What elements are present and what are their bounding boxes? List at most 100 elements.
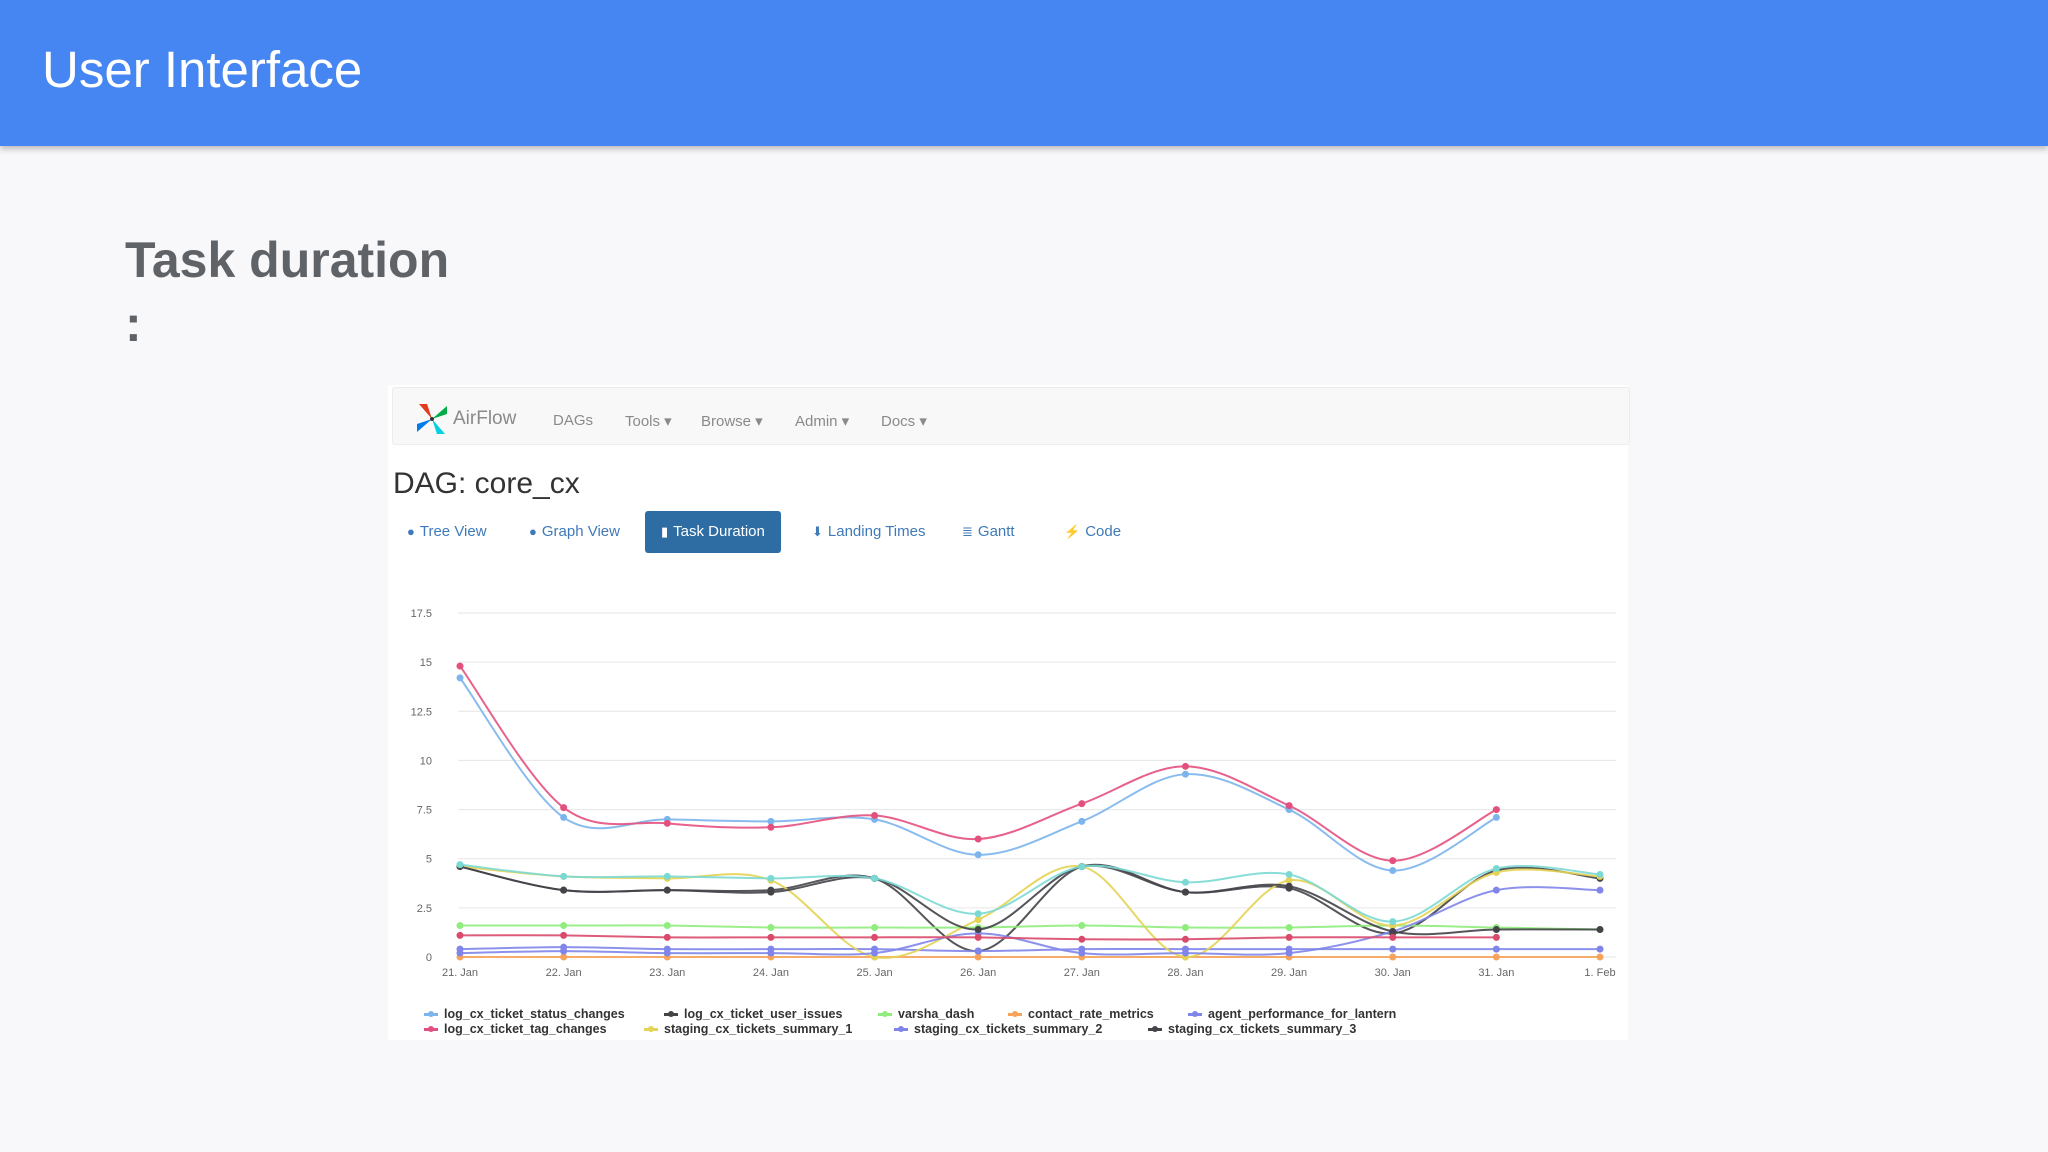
data-point	[1078, 800, 1086, 808]
legend-item[interactable]: staging_cx_tickets_summary_1	[644, 1022, 852, 1036]
nav-dags[interactable]: DAGs	[553, 412, 594, 429]
legend-label: contact_rate_metrics	[1028, 1007, 1154, 1021]
data-point	[767, 924, 775, 932]
data-point	[1181, 888, 1189, 896]
tab-task-duration[interactable]: ▮ Task Duration	[645, 511, 781, 553]
slide-header: User Interface	[0, 0, 2048, 146]
data-point	[1389, 953, 1397, 961]
data-point	[663, 819, 671, 827]
airflow-navbar: AirFlow DAGs Tools ▾ Browse ▾ Admin ▾ Do…	[392, 387, 1630, 445]
data-point	[560, 931, 568, 939]
data-point	[560, 922, 568, 930]
data-point	[663, 933, 671, 941]
data-point	[1181, 878, 1189, 886]
legend-swatch	[424, 1026, 438, 1033]
data-point	[1389, 918, 1397, 926]
x-tick-label: 1. Feb	[1584, 967, 1615, 979]
data-point	[1285, 876, 1293, 884]
legend-label: log_cx_ticket_tag_changes	[444, 1022, 607, 1036]
legend-item[interactable]: log_cx_ticket_user_issues	[664, 1007, 842, 1021]
legend-swatch	[894, 1026, 908, 1033]
dag-title: DAG: core_cx	[393, 467, 580, 500]
data-point	[871, 933, 879, 941]
x-tick-label: 23. Jan	[649, 967, 685, 979]
series-line	[459, 946, 1600, 953]
legend-item[interactable]: varsha_dash	[878, 1007, 974, 1021]
legend-item[interactable]: log_cx_ticket_tag_changes	[424, 1022, 607, 1036]
data-point	[1492, 813, 1500, 821]
legend-label: agent_performance_for_lantern	[1208, 1007, 1397, 1021]
nav-docs[interactable]: Docs ▾	[881, 413, 927, 430]
data-point	[767, 874, 775, 882]
data-point	[1596, 886, 1604, 894]
data-point	[1285, 924, 1293, 932]
legend-label: varsha_dash	[898, 1007, 975, 1021]
data-point	[1389, 867, 1397, 875]
data-point	[871, 949, 879, 957]
data-point	[1285, 882, 1293, 890]
nav-admin[interactable]: Admin ▾	[795, 413, 850, 430]
legend-item[interactable]: log_cx_ticket_status_changes	[424, 1007, 625, 1021]
data-point	[456, 674, 464, 682]
data-point	[1596, 953, 1604, 961]
airflow-screenshot: AirFlow DAGs Tools ▾ Browse ▾ Admin ▾ Do…	[388, 385, 1630, 1040]
series-line	[459, 886, 1601, 956]
y-tick-label: 10	[420, 755, 432, 767]
data-point	[1389, 945, 1397, 953]
y-tick-label: 5	[426, 854, 432, 866]
y-tick-label: 12.5	[411, 706, 432, 718]
data-point	[456, 949, 464, 957]
data-point	[560, 886, 568, 894]
data-point	[1492, 886, 1500, 894]
x-tick-label: 24. Jan	[753, 967, 789, 979]
data-point	[1389, 933, 1397, 941]
data-point	[1078, 949, 1086, 957]
legend-item[interactable]: staging_cx_tickets_summary_3	[1148, 1022, 1356, 1036]
data-point	[974, 953, 982, 961]
legend-label: staging_cx_tickets_summary_1	[664, 1022, 853, 1036]
legend-swatch	[424, 1011, 438, 1018]
legend-item[interactable]: contact_rate_metrics	[1008, 1007, 1154, 1021]
legend-item[interactable]: staging_cx_tickets_summary_2	[894, 1022, 1102, 1036]
tab-graph-view[interactable]: ● Graph View	[513, 511, 636, 553]
airflow-brand[interactable]: AirFlow	[453, 408, 517, 429]
nav-tools[interactable]: Tools ▾	[625, 413, 672, 430]
tree-icon: ●	[407, 524, 415, 539]
data-point	[1181, 762, 1189, 770]
tab-label: Graph View	[541, 523, 620, 540]
tab-label: Tree View	[419, 523, 487, 540]
data-point	[1285, 870, 1293, 878]
gantt-icon: ≣	[962, 524, 973, 539]
data-point	[1389, 927, 1397, 935]
y-tick-label: 17.5	[411, 608, 432, 620]
nav-browse[interactable]: Browse ▾	[701, 413, 763, 430]
graph-icon: ●	[529, 524, 537, 539]
tab-tree-view[interactable]: ● Tree View	[391, 511, 503, 553]
legend-swatch	[644, 1026, 658, 1033]
data-point	[1285, 802, 1293, 810]
data-point	[767, 949, 775, 957]
series-line	[459, 863, 1601, 923]
legend-item[interactable]: agent_performance_for_lantern	[1188, 1007, 1396, 1021]
section-title: Task duration :	[125, 232, 450, 352]
data-point	[974, 910, 982, 918]
y-tick-label: 7.5	[417, 805, 432, 817]
data-point	[974, 933, 982, 941]
data-point	[767, 888, 775, 896]
y-tick-label: 2.5	[417, 903, 432, 915]
x-tick-label: 22. Jan	[546, 967, 582, 979]
data-point	[767, 823, 775, 831]
airflow-logo-icon[interactable]	[415, 402, 449, 436]
tab-landing-times[interactable]: ⬇ Landing Times	[796, 511, 941, 553]
legend-swatch	[1008, 1011, 1022, 1018]
data-point	[1492, 806, 1500, 814]
data-point	[1078, 935, 1086, 943]
data-point	[1285, 949, 1293, 957]
data-point	[1596, 945, 1604, 953]
x-tick-label: 21. Jan	[442, 967, 478, 979]
tab-code[interactable]: ⚡ Code	[1048, 511, 1137, 553]
data-point	[1181, 949, 1189, 957]
data-point	[1596, 925, 1604, 933]
data-point	[974, 925, 982, 933]
tab-gantt[interactable]: ≣ Gantt	[946, 511, 1031, 553]
